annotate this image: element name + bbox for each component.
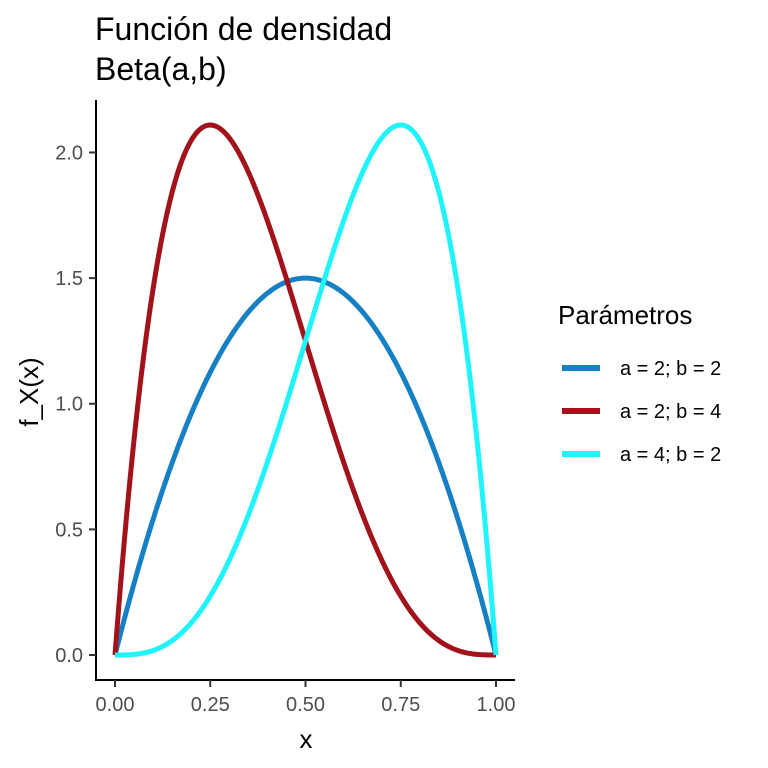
chart-subtitle: Beta(a,b)	[95, 51, 227, 87]
y-tick-label: 1.0	[55, 394, 83, 416]
chart-title: Función de densidad	[95, 11, 392, 47]
x-tick-label: 1.00	[477, 694, 516, 716]
y-tick-label: 0.0	[55, 645, 83, 667]
x-ticks: 0.00 0.25 0.50 0.75 1.00	[96, 680, 516, 716]
x-tick-label: 0.00	[96, 694, 135, 716]
legend: Parámetros a = 2; b = 2 a = 2; b = 4 a = 4…	[558, 300, 721, 466]
series-line-3	[114, 122, 499, 658]
legend-label-3: a = 4; b = 2	[620, 444, 721, 466]
x-axis-title: x	[300, 724, 313, 754]
x-tick-label: 0.50	[286, 694, 325, 716]
series-line-2	[112, 122, 497, 658]
y-axis-title: f_X(x)	[14, 357, 44, 426]
x-tick-label: 0.75	[381, 694, 420, 716]
legend-label-2: a = 2; b = 4	[620, 401, 721, 423]
y-tick-label: 2.0	[55, 142, 83, 164]
x-tick-label: 0.25	[191, 694, 230, 716]
y-tick-label: 1.5	[55, 268, 83, 290]
series-lines	[112, 122, 499, 658]
y-ticks: 0.0 0.5 1.0 1.5 2.0	[55, 142, 96, 667]
legend-title: Parámetros	[558, 300, 692, 330]
legend-label-1: a = 2; b = 2	[620, 358, 721, 380]
series-line-1	[112, 275, 499, 656]
y-tick-label: 0.5	[55, 519, 83, 541]
